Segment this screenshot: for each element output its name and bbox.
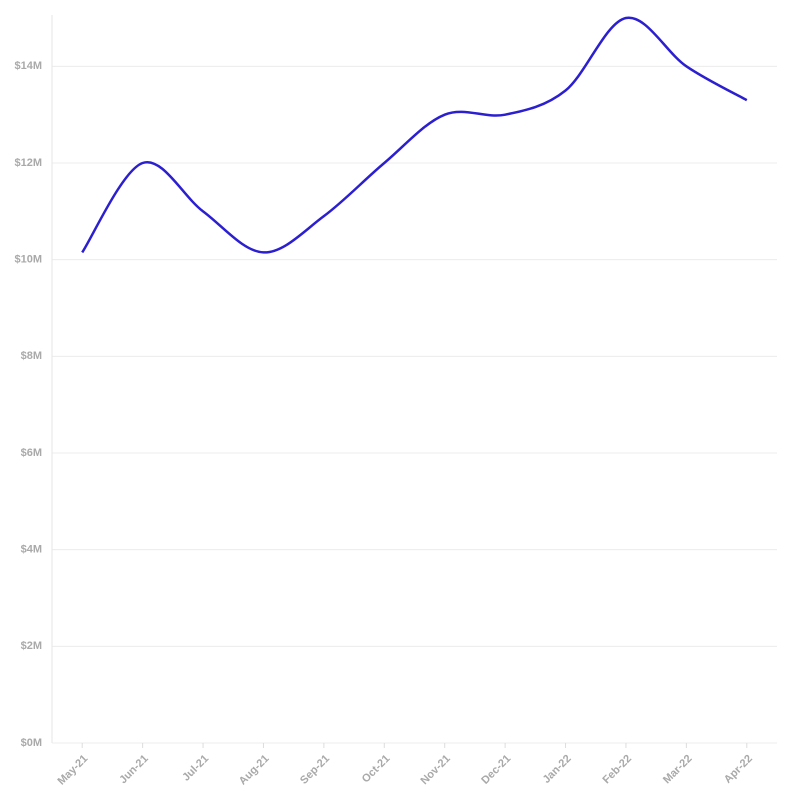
y-tick-label: $6M (21, 447, 42, 459)
y-tick-label: $10M (14, 254, 42, 266)
x-tick-label: Oct-21 (360, 753, 393, 786)
line-series (81, 16, 748, 254)
y-tick-label: $12M (14, 157, 42, 169)
y-tick-label: $4M (21, 544, 42, 556)
y-tick-label: $0M (21, 737, 42, 749)
x-tick-label: Jun-21 (117, 753, 151, 787)
x-tick-label: Nov-21 (418, 753, 452, 787)
x-tick-label: Aug-21 (237, 753, 272, 788)
y-tick-label: $2M (21, 640, 42, 652)
x-tick-label: May-21 (56, 753, 91, 788)
x-tick-label: Apr-22 (722, 753, 755, 786)
x-tick-label: Mar-22 (661, 753, 695, 787)
y-tick-label: $14M (14, 60, 42, 72)
x-tick-label: Jan-22 (541, 753, 574, 786)
x-tick-label: Dec-21 (479, 753, 513, 787)
y-tick-label: $8M (21, 350, 42, 362)
x-tick-label: Sep-21 (298, 753, 332, 787)
x-tick-label: Feb-22 (601, 753, 635, 787)
x-tick-label: Jul-21 (180, 753, 211, 784)
